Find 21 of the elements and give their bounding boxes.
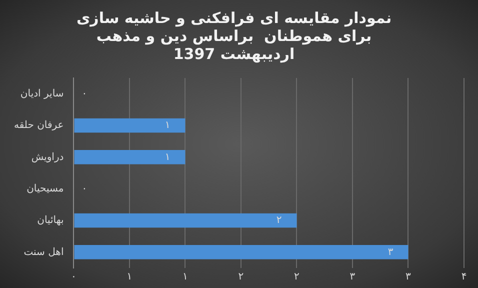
y-tick-label: دراویش [31, 152, 64, 163]
x-tick-label: ۲ [294, 272, 300, 283]
data-label: ۰ [82, 88, 88, 100]
x-tick-label: ۰ [71, 272, 76, 283]
y-tick-label: اهل سنت [24, 246, 64, 258]
y-tick-label: عرفان حلقه [14, 120, 64, 132]
x-tick-label: ۳ [350, 272, 356, 283]
data-label: ۱ [164, 120, 170, 132]
data-label: ۱ [164, 152, 170, 163]
x-tick-label: ۴ [461, 272, 467, 283]
y-tick-label: سایر ادیان [20, 88, 64, 100]
data-label: ۰ [82, 183, 88, 194]
chart-title: نمودار مقایسه ای فرافکنی و حاشیه سازی برای هموطنان براساس دین و مذهب اردیبهشت 1397 [76, 8, 392, 63]
x-tick-label: ۲ [238, 272, 244, 283]
y-tick-label: مسیحیان [26, 183, 64, 194]
x-tick-label: ۱ [182, 272, 188, 283]
y-tick-label: بهائیان [37, 215, 64, 226]
x-tick-label: ۳ [406, 272, 412, 283]
x-tick-label: ۱ [126, 272, 132, 283]
data-label: ۲ [276, 215, 282, 226]
data-label: ۳ [388, 246, 394, 258]
